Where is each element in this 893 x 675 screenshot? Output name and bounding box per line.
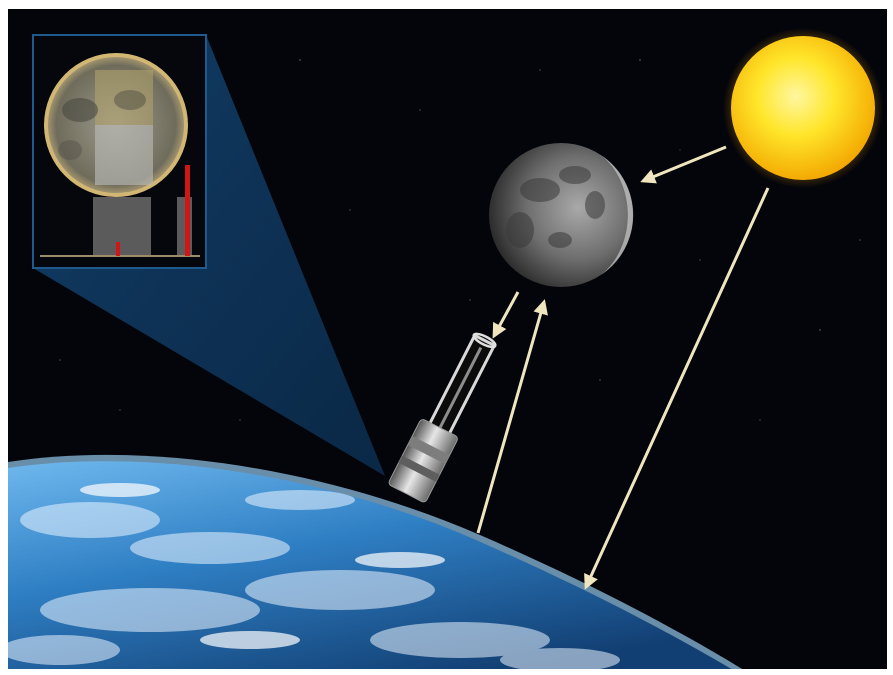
earth-icon: [8, 454, 743, 669]
satellite-telescope-icon: [388, 332, 497, 503]
inset-histogram: [40, 165, 200, 257]
starfield: [59, 59, 861, 421]
flux-arrows: [476, 145, 770, 590]
inset-histogram-bar-small: [116, 242, 120, 256]
inset-moon-icon: [44, 53, 188, 197]
moon-calibration-inset: [32, 34, 207, 269]
arrow-sun-to-earth: [584, 187, 770, 590]
arrow-sun-to-moon: [640, 145, 727, 184]
arrow-moon-to-satellite: [492, 291, 520, 339]
sun-icon: [723, 28, 883, 188]
moon-icon: [489, 143, 634, 287]
arrow-earth-to-moon: [476, 299, 548, 534]
inset-histogram-bar-tall: [185, 165, 190, 256]
field-of-view-beam: [33, 35, 385, 476]
